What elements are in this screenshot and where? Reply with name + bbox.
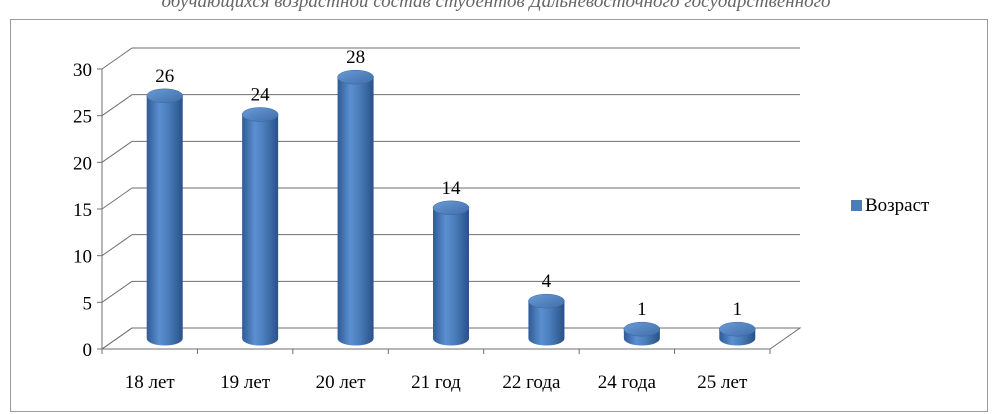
bar-top (719, 321, 756, 337)
gridline-side (101, 234, 133, 257)
data-label: 4 (542, 271, 552, 292)
x-tick-label: 24 года (598, 372, 657, 393)
bar (146, 95, 183, 346)
bar-top (241, 107, 279, 122)
y-tick-label: 15 (73, 200, 92, 221)
chart-frame: 0 5 10 15 20 25 30 18 лет 26 19 лет 24 20 лет 28 21 г… (10, 19, 988, 412)
x-tick-label: 18 лет (125, 372, 176, 393)
bar-top (432, 200, 470, 216)
x-tick-label: 19 лет (220, 372, 271, 393)
bar (242, 114, 279, 346)
labels: 0 5 10 15 20 25 30 18 лет 26 19 лет 24 20 лет 28 21 г… (73, 47, 748, 393)
floor (100, 327, 802, 350)
bar (337, 77, 374, 346)
x-tick-label: 20 лет (316, 372, 367, 393)
y-tick-label: 0 (83, 340, 93, 361)
bars (146, 69, 756, 346)
x-tick-label: 21 год (411, 372, 461, 393)
data-label: 24 (251, 85, 271, 106)
bar (433, 207, 469, 346)
gridline-side (101, 94, 133, 117)
y-tick-label: 25 (73, 107, 92, 128)
data-label: 1 (733, 299, 743, 320)
bar-top (337, 69, 374, 85)
header-caption: обучающихся возрастной состав студентов … (161, 0, 831, 12)
x-tick-label: 22 года (502, 372, 561, 393)
y-tick-label: 20 (73, 153, 92, 174)
y-tick-label: 5 (83, 293, 93, 314)
bar (528, 301, 565, 346)
bar-top (623, 321, 661, 337)
bar-chart: 0 5 10 15 20 25 30 18 лет 26 19 лет 24 20 лет 28 21 г… (73, 47, 930, 393)
axes (97, 68, 802, 354)
legend-label: Возраст (865, 195, 930, 216)
legend: Возраст (851, 195, 930, 216)
gridline-side (101, 140, 133, 163)
y-tick-label: 10 (73, 247, 92, 268)
gridline-side (101, 47, 133, 70)
y-tick-label: 30 (73, 60, 92, 81)
gridline-side (101, 280, 133, 303)
legend-swatch (851, 200, 862, 211)
bar-top (528, 293, 565, 309)
bar-top (146, 88, 183, 104)
gridline-side (101, 187, 133, 210)
data-label: 28 (346, 47, 365, 68)
x-tick-label: 25 лет (697, 372, 748, 393)
data-label: 26 (155, 66, 174, 87)
data-label: 1 (637, 299, 647, 320)
data-label: 14 (442, 178, 462, 199)
